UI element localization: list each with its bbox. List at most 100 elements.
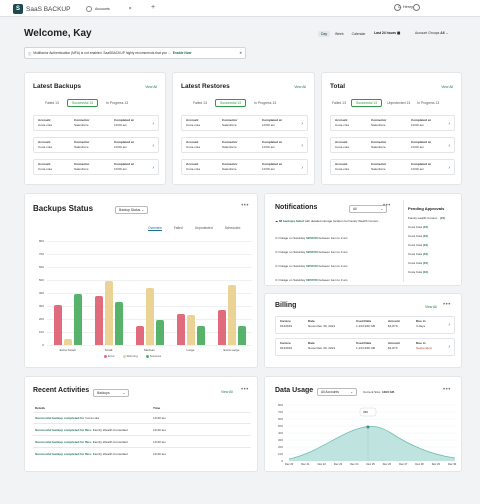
notification-item[interactable]: ⊙ Outage on Saturday 02/07/23 between 1a… <box>275 236 348 240</box>
range-week[interactable]: Week <box>335 32 344 36</box>
range-calendar[interactable]: Calendar <box>351 32 366 36</box>
chevron-right-icon[interactable]: › <box>152 121 154 127</box>
bar-error[interactable] <box>217 309 226 345</box>
list-item[interactable]: Account Coca-cola Connector Salesforce Com… <box>181 159 308 175</box>
tab-failed[interactable]: Failed <box>173 226 183 230</box>
tab-in-progress[interactable]: In Progress 13 <box>254 101 277 105</box>
chevron-right-icon[interactable]: › <box>301 165 303 171</box>
row-time: 10:40 am <box>153 452 166 456</box>
view-all-link[interactable]: View All <box>441 85 453 89</box>
info-icon: ⓘ <box>28 51 32 56</box>
tab-successful[interactable]: Successful 13 <box>350 99 383 107</box>
view-all-link[interactable]: View All <box>221 390 233 394</box>
bar-error[interactable] <box>135 326 144 345</box>
help-icon[interactable] <box>394 4 401 11</box>
table-row[interactable]: Successful backup completed for Bus. Fam… <box>35 452 128 456</box>
pending-item[interactable]: Coca Cola (10) <box>408 252 429 256</box>
bar-warning[interactable] <box>186 315 195 345</box>
tab-successful[interactable]: Successful 13 <box>214 99 247 107</box>
pending-item[interactable]: Family wealth Consul... (10) <box>408 216 446 220</box>
enable-now-link[interactable]: Enable Now <box>172 51 192 55</box>
list-item[interactable]: Account Coca-cola Connector Salesforce Com… <box>33 115 159 131</box>
tab-unprotected[interactable]: Unprotected <box>194 226 213 230</box>
bar-warning[interactable] <box>145 287 154 345</box>
more-icon[interactable]: ••• <box>383 203 391 209</box>
more-icon[interactable]: ••• <box>241 387 249 393</box>
bar-success[interactable] <box>114 302 123 345</box>
tab-scheduled[interactable]: Scheduled <box>224 226 241 230</box>
activity-filter[interactable]: Backups ⌄ <box>93 389 129 397</box>
list-item[interactable]: Account Coca-cola Connector Salesforce Com… <box>181 137 308 153</box>
table-row[interactable]: Successful backup completed for Bus. Fam… <box>35 428 128 432</box>
bar-warning[interactable] <box>227 285 236 345</box>
bar-success[interactable] <box>237 326 246 345</box>
notification-filter[interactable]: All ⌄ <box>349 205 387 213</box>
group-label: Account Groups <box>415 31 440 35</box>
more-icon[interactable]: ••• <box>443 387 451 393</box>
list-item[interactable]: Account Coca-cola Connector Salesforce Com… <box>33 159 159 175</box>
bar-error[interactable] <box>53 304 62 345</box>
notification-item[interactable]: ⊙ Outage on Saturday 02/07/23 between 1a… <box>275 250 348 254</box>
notification-item[interactable]: ⊙ Outage on Saturday 02/07/23 between 1a… <box>275 264 348 268</box>
gridline <box>47 241 252 242</box>
chevron-right-icon[interactable]: › <box>301 143 303 149</box>
user-name[interactable]: C. Henry <box>398 5 413 9</box>
chevron-right-icon[interactable]: › <box>448 121 450 127</box>
chevron-right-icon[interactable]: › <box>301 121 303 127</box>
bar-warning[interactable] <box>63 338 72 345</box>
tab-accounts[interactable]: Accounts × <box>86 3 146 14</box>
tab-failed[interactable]: Failed 13 <box>193 101 207 105</box>
billing-row[interactable]: Invoice #143919 Date November 30, 2021 Use… <box>275 316 455 334</box>
time-select[interactable]: Last 24 hours ▦ <box>374 31 400 35</box>
bar-error[interactable] <box>94 295 103 345</box>
avatar[interactable] <box>413 4 420 11</box>
tab-failed[interactable]: Failed 13 <box>332 101 346 105</box>
chevron-right-icon[interactable]: › <box>448 143 450 149</box>
pending-item[interactable]: Coca Cola (10) <box>408 270 429 274</box>
bar-success[interactable] <box>73 293 82 345</box>
bar-success[interactable] <box>196 325 205 345</box>
chevron-right-icon[interactable]: › <box>448 165 450 171</box>
notification-item[interactable]: ☁ 88 backups failed with detailed storag… <box>275 219 381 223</box>
list-item[interactable]: Account Coca-cola Connector Salesforce Com… <box>33 137 159 153</box>
more-icon[interactable]: ••• <box>241 203 249 209</box>
bar-error[interactable] <box>176 314 185 345</box>
range-day[interactable]: Day <box>318 31 331 37</box>
pending-item[interactable]: Coca Cola (10) <box>408 225 429 229</box>
pending-item[interactable]: Coca Cola (10) <box>408 234 429 238</box>
accounts-filter[interactable]: All Accounts ⌄ <box>317 388 357 396</box>
chevron-right-icon[interactable]: › <box>448 322 450 328</box>
chevron-right-icon[interactable]: › <box>152 165 154 171</box>
pending-item[interactable]: Coca Cola (10) <box>408 243 429 247</box>
more-icon[interactable]: ••• <box>443 302 451 308</box>
billing-row[interactable]: Invoice #143919 Date November 30, 2021 Use… <box>275 338 455 356</box>
table-row[interactable]: Successful backup completed for Coca col… <box>35 416 99 420</box>
table-row[interactable]: Successful backup completed for Bus. Fam… <box>35 440 128 444</box>
bar-success[interactable] <box>155 320 164 345</box>
tab-unprotected[interactable]: Unprotected 13 <box>387 101 411 105</box>
tab-overview[interactable]: Overview <box>148 226 162 231</box>
list-item[interactable]: Account Coca-cola Connector Salesforce Com… <box>330 159 455 175</box>
chevron-right-icon[interactable]: › <box>152 143 154 149</box>
chevron-right-icon[interactable]: › <box>448 344 450 350</box>
tab-in-progress[interactable]: In Progress 13 <box>417 101 440 105</box>
tab-successful[interactable]: Successful 13 <box>66 99 99 107</box>
list-item[interactable]: Account Coca-cola Connector Salesforce Com… <box>330 115 455 131</box>
list-item[interactable]: Account Coca-cola Connector Salesforce Com… <box>330 137 455 153</box>
tab-in-progress[interactable]: In Progress 13 <box>106 101 129 105</box>
pending-item[interactable]: Coca Cola (10) <box>408 261 429 265</box>
close-icon[interactable]: ✕ <box>239 51 242 55</box>
latest-backups-card: Latest Backups View All Failed 13 Succes… <box>24 72 166 185</box>
close-icon[interactable]: × <box>128 5 132 12</box>
add-tab-button[interactable]: + <box>151 4 156 11</box>
view-all-link[interactable]: View All <box>425 305 437 309</box>
account-group-select[interactable]: Account Groups All ⌄ <box>415 31 448 35</box>
tab-failed[interactable]: Failed 13 <box>45 101 59 105</box>
app-logo[interactable]: S SaaS BACKUP <box>13 4 70 14</box>
list-item[interactable]: Account Coca-cola Connector Salesforce Com… <box>181 115 308 131</box>
bar-warning[interactable] <box>104 281 113 345</box>
notification-item[interactable]: ⊙ Outage on Saturday 02/07/23 between 1a… <box>275 278 348 282</box>
view-all-link[interactable]: View All <box>145 85 157 89</box>
view-all-link[interactable]: View All <box>294 85 306 89</box>
status-select[interactable]: Backup Status ⌄ <box>115 206 148 214</box>
